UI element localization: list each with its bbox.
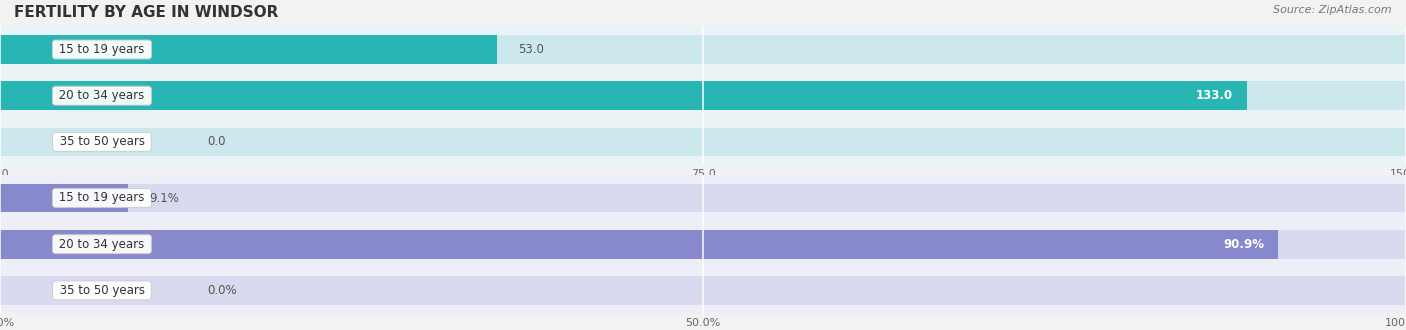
Bar	[0, 184, 1406, 212]
Text: 35 to 50 years: 35 to 50 years	[56, 284, 148, 297]
Text: 20 to 34 years: 20 to 34 years	[55, 89, 149, 102]
Bar	[0, 82, 1406, 110]
Text: 20 to 34 years: 20 to 34 years	[55, 238, 149, 251]
Bar	[0, 184, 128, 212]
Text: 0.0%: 0.0%	[208, 284, 238, 297]
Bar	[0, 35, 1406, 64]
Text: 53.0: 53.0	[517, 43, 544, 56]
Bar	[0, 35, 496, 64]
Text: 9.1%: 9.1%	[149, 191, 179, 205]
Bar	[0, 230, 1406, 258]
Bar	[0, 82, 1247, 110]
Text: 15 to 19 years: 15 to 19 years	[55, 191, 149, 205]
Text: 133.0: 133.0	[1195, 89, 1233, 102]
Bar	[0, 230, 1278, 258]
Text: 0.0: 0.0	[208, 135, 226, 148]
Bar	[0, 128, 1406, 156]
Text: 15 to 19 years: 15 to 19 years	[55, 43, 149, 56]
Text: Source: ZipAtlas.com: Source: ZipAtlas.com	[1274, 5, 1392, 15]
Bar	[0, 276, 1406, 305]
Text: FERTILITY BY AGE IN WINDSOR: FERTILITY BY AGE IN WINDSOR	[14, 5, 278, 20]
Text: 35 to 50 years: 35 to 50 years	[56, 135, 148, 148]
Text: 90.9%: 90.9%	[1223, 238, 1264, 251]
